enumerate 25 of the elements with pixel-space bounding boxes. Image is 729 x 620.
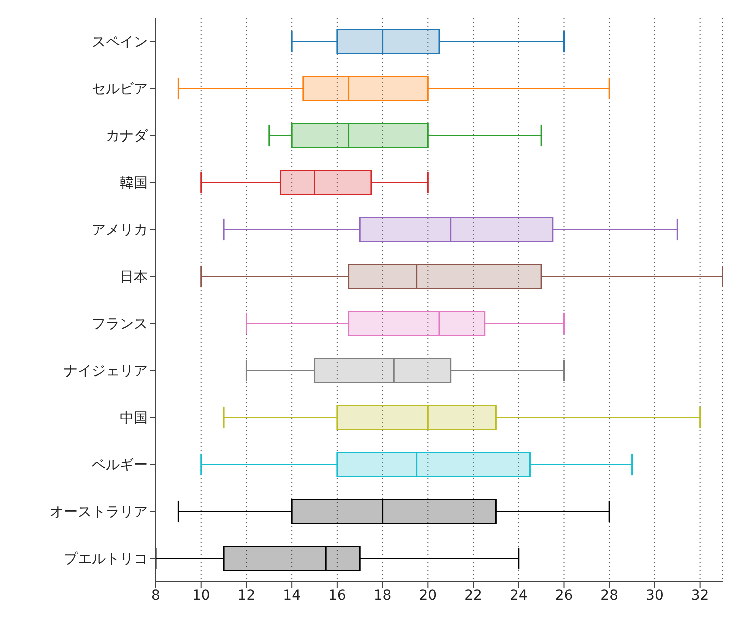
x-tick-label: 28 — [600, 588, 619, 604]
x-tick-label: 22 — [464, 588, 482, 604]
x-tick-label: 20 — [419, 588, 438, 604]
y-tick-label: ベルギー — [92, 457, 148, 474]
y-tick-label: セルビア — [92, 81, 148, 98]
x-tick-label: 10 — [192, 588, 210, 604]
y-tick-label: 中国 — [120, 410, 148, 426]
y-tick-label: スペイン — [92, 34, 148, 50]
x-tick-label: 16 — [328, 588, 346, 604]
y-tick-label: 日本 — [120, 269, 148, 286]
y-tick-label: プエルトリコ — [64, 551, 148, 568]
y-tick-label: 韓国 — [120, 175, 148, 192]
y-tick-label: フランス — [92, 316, 148, 332]
x-tick-label: 26 — [555, 588, 574, 604]
x-tick-label: 18 — [374, 588, 392, 604]
x-tick-label: 12 — [238, 588, 256, 604]
x-tick-label: 30 — [646, 588, 664, 604]
x-tick-label: 8 — [152, 588, 160, 604]
y-tick-label: アメリカ — [92, 222, 148, 238]
x-tick-label: 14 — [283, 588, 302, 604]
x-tick-label: 32 — [691, 588, 710, 604]
x-tick-label: 24 — [510, 588, 528, 604]
y-tick-label: ナイジェリア — [64, 363, 148, 380]
y-tick-label: オーストラリア — [50, 504, 148, 520]
y-tick-label: カナダ — [106, 128, 149, 144]
